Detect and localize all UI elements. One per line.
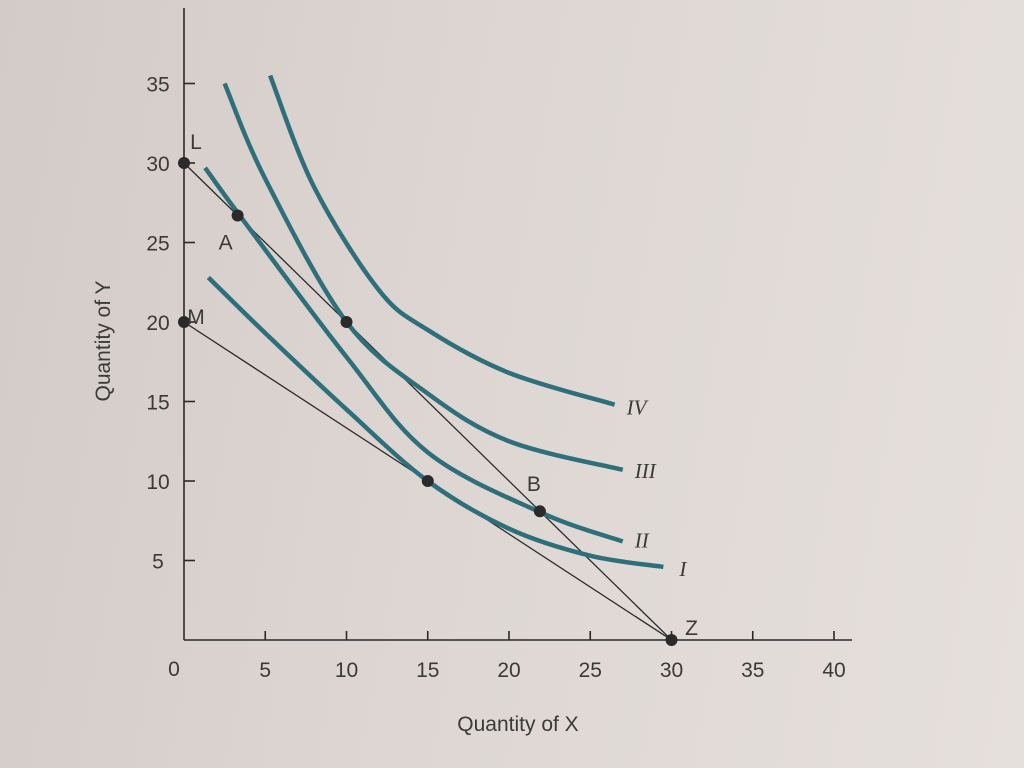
point-m — [178, 316, 190, 328]
y-tick-label: 20 — [146, 312, 169, 335]
x-tick-label: 30 — [660, 659, 683, 682]
point-tangency — [421, 475, 434, 487]
curve-label-ii: II — [634, 528, 650, 552]
point-b — [533, 505, 546, 518]
y-axis-title: Quantity of Y — [92, 280, 115, 401]
y-tick-label: 10 — [146, 471, 169, 494]
x-tick-label: 20 — [497, 659, 520, 682]
point-a — [231, 209, 244, 222]
y-tick-label: 30 — [146, 153, 169, 176]
y-tick-label: 15 — [146, 392, 169, 415]
point-tangency — [340, 316, 353, 328]
budget-line-lz — [183, 162, 672, 641]
point-z — [665, 634, 678, 646]
point-label-m: M — [187, 306, 205, 329]
y-tick-label: 25 — [146, 233, 169, 256]
axes: 5 10 15 20 25 30 35 40 5 10 15 20 25 30 35 — [146, 8, 852, 682]
x-tick-label: 40 — [822, 659, 845, 682]
x-tick-label: 25 — [579, 659, 602, 682]
origin-label: 0 — [168, 658, 180, 681]
x-tick-label: 35 — [741, 659, 764, 682]
indifference-curve-iv — [268, 74, 616, 407]
points — [178, 157, 678, 646]
indifference-curves — [203, 74, 664, 570]
curve-label-iv: IV — [626, 396, 649, 420]
point-label-l: L — [190, 131, 202, 154]
point-l — [178, 157, 190, 169]
x-axis-title: Quantity of X — [457, 713, 578, 736]
y-tick-label: 5 — [152, 551, 164, 574]
x-tick-label: 15 — [416, 659, 439, 682]
indifference-curve-i — [206, 275, 664, 570]
point-label-b: B — [527, 473, 541, 496]
indifference-curve-ii — [203, 166, 624, 544]
y-tick-label: 35 — [146, 74, 169, 97]
indifference-curve-iii — [222, 82, 624, 473]
curve-label-iii: III — [634, 459, 657, 483]
curve-label-i: I — [678, 557, 687, 581]
point-label-z: Z — [685, 617, 698, 640]
x-tick-label: 10 — [335, 659, 358, 682]
point-label-a: A — [219, 231, 233, 254]
x-tick-label: 5 — [259, 659, 271, 682]
